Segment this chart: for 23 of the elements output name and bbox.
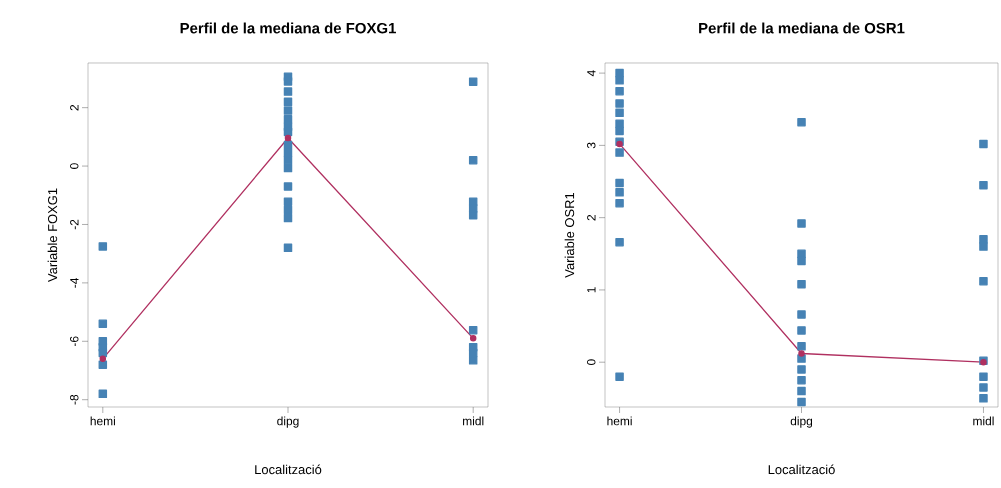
x-axis-title: Localització	[255, 464, 322, 475]
y-tick-label: 3	[587, 142, 596, 149]
y-tick-label: -2	[70, 219, 79, 230]
chart-title: Perfil de la mediana de OSR1	[699, 22, 905, 34]
y-tick-label: 2	[70, 104, 79, 111]
chart-title: Perfil de la mediana de FOXG1	[180, 22, 396, 34]
x-tick-label: dipg	[790, 416, 813, 428]
y-tick-label: 2	[587, 214, 596, 221]
y-tick-label: 0	[70, 163, 79, 169]
x-tick-label: hemi	[607, 416, 632, 426]
y-tick-label: 0	[587, 359, 596, 366]
y-tick-label: -4	[70, 277, 79, 288]
y-axis-title: Variable OSR1	[564, 192, 575, 278]
x-tick-label: midl	[973, 416, 994, 426]
y-tick-label: 4	[587, 70, 596, 77]
x-tick-label: hemi	[90, 416, 115, 426]
y-tick-label: -6	[70, 336, 79, 347]
y-tick-label: 1	[587, 287, 596, 293]
x-tick-label: midl	[463, 416, 484, 426]
y-tick-label: -8	[70, 394, 79, 405]
x-tick-label: dipg	[277, 416, 299, 428]
y-axis-title: Variable FOXG1	[47, 188, 58, 282]
x-axis-title: Localització	[768, 464, 835, 475]
